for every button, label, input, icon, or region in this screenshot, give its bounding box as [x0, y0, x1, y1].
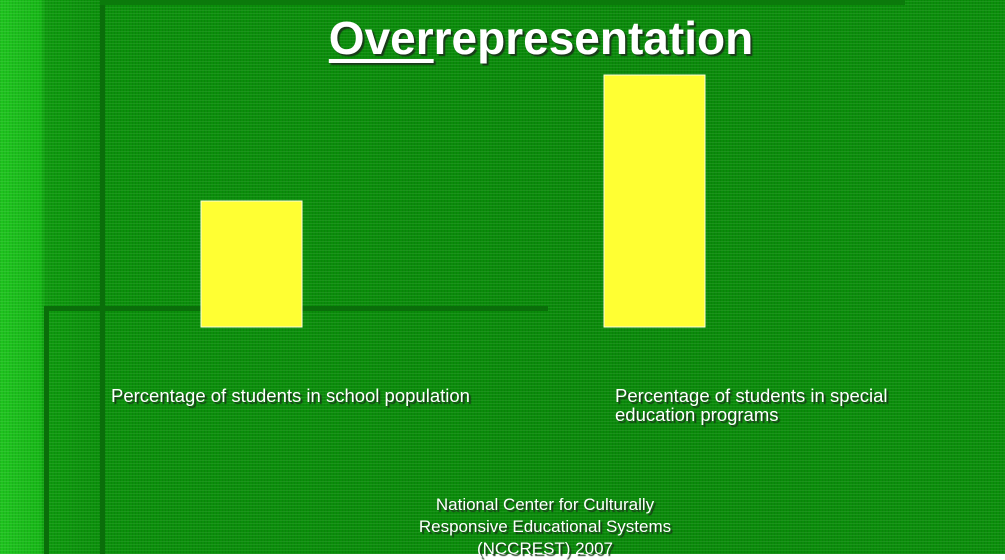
bar: [603, 74, 706, 328]
decor-line: [100, 0, 105, 554]
decor-line: [100, 0, 905, 5]
title-underlined: Over: [328, 12, 434, 64]
footer-line: National Center for Culturally: [435, 495, 655, 514]
footer-line: (NCCREST) 2007: [476, 539, 614, 558]
category-label: Percentage of students in special educat…: [615, 385, 888, 425]
footer: National Center for Culturally Responsive…: [345, 494, 745, 560]
decor-line: [44, 306, 49, 554]
category-label: Percentage of students in school populat…: [111, 385, 470, 406]
slide-title: Overrepresentation: [0, 10, 1005, 66]
bar: [200, 200, 303, 328]
title-rest: representation: [433, 12, 754, 64]
footer-line: Responsive Educational Systems: [418, 517, 672, 536]
